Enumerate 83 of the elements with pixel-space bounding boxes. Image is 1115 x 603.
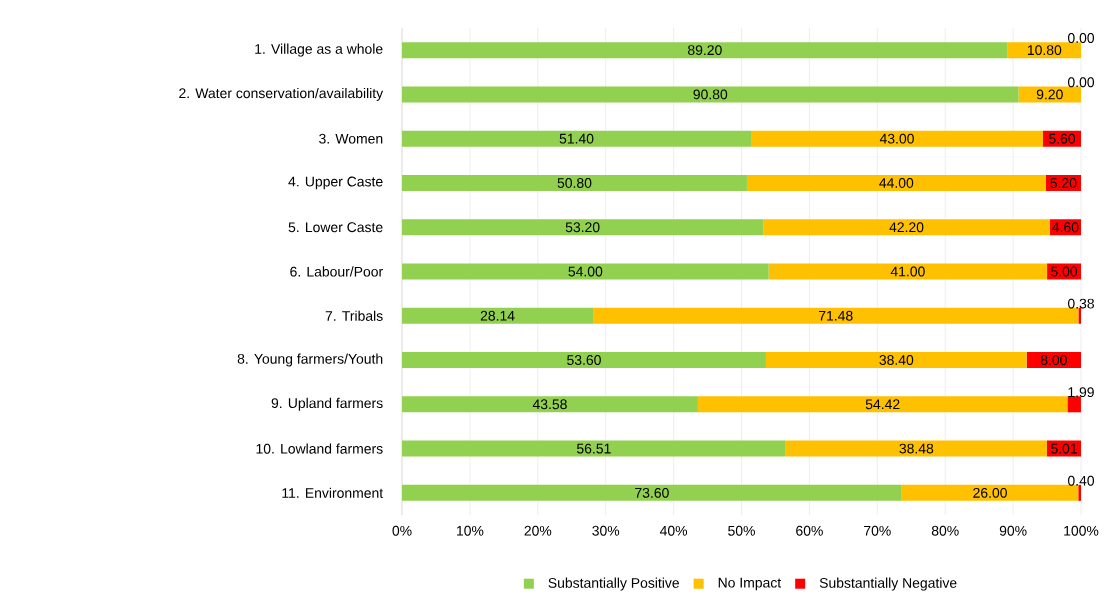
bar — [402, 219, 764, 236]
x-tick-label: 70% — [864, 525, 891, 536]
x-tick-label: 10% — [457, 525, 484, 536]
bar — [751, 130, 1043, 147]
bar — [402, 440, 786, 457]
bar — [1078, 307, 1082, 324]
data-label: 56.51 — [576, 443, 611, 454]
y-tick-label: 2. Water conservation/availability — [179, 87, 384, 101]
data-label: 0.38 — [1067, 298, 1094, 309]
bar — [1018, 86, 1082, 103]
x-tick-label: 30% — [592, 525, 620, 536]
data-label: 90.80 — [693, 89, 728, 100]
data-label: 5.00 — [1051, 266, 1078, 277]
bar — [402, 396, 698, 413]
data-label: 0.00 — [1067, 77, 1095, 88]
y-tick-label: 7. Tribals — [325, 310, 383, 321]
bar — [765, 352, 1027, 369]
bar — [1067, 396, 1081, 413]
bar — [402, 263, 769, 280]
x-tick-label: 60% — [796, 525, 823, 536]
data-label: 38.48 — [899, 443, 934, 454]
legend-label: Substantially Positive — [548, 577, 679, 591]
bar — [402, 307, 594, 324]
bar — [402, 484, 902, 501]
data-label: 43.58 — [532, 399, 567, 410]
data-label: 50.80 — [557, 177, 592, 188]
y-tick-label: 4. Upper Caste — [288, 176, 383, 190]
y-tick-label: 1. Village as a whole — [255, 43, 383, 57]
data-label: 26.00 — [973, 487, 1007, 498]
data-label: 5.20 — [1050, 177, 1077, 188]
y-tick-label: 9. Upland farmers — [271, 397, 383, 411]
bar — [1078, 484, 1082, 501]
y-tick-label: 10. Lowland farmers — [256, 443, 383, 454]
data-label: 5.01 — [1050, 443, 1077, 454]
legend-label: No Impact — [718, 577, 782, 591]
data-label: 5.60 — [1048, 133, 1076, 144]
bar — [763, 219, 1050, 236]
data-label: 53.20 — [565, 222, 600, 233]
y-tick-label: 8. Young farmers/Youth — [237, 353, 383, 367]
y-tick-label: 3. Women — [319, 133, 383, 144]
data-label: 0.40 — [1067, 475, 1095, 486]
legend-label: Substantially Negative — [819, 577, 957, 591]
data-label: 71.48 — [819, 310, 853, 321]
x-tick-label: 100% — [1064, 525, 1099, 536]
data-label: 73.60 — [635, 487, 669, 498]
bar — [402, 86, 1019, 103]
data-label: 44.00 — [879, 177, 914, 188]
y-tick-label: 6. Labour/Poor — [290, 266, 383, 277]
x-tick-label: 80% — [931, 525, 959, 536]
bar — [746, 174, 1046, 191]
x-tick-label: 20% — [524, 525, 552, 536]
bar — [402, 130, 752, 147]
x-tick-label: 50% — [728, 525, 755, 536]
data-label: 51.40 — [559, 133, 594, 144]
x-tick-label: 0% — [392, 525, 412, 536]
bar — [768, 263, 1048, 280]
y-tick-label: 5. Lower Caste — [288, 222, 383, 233]
data-label: 1.99 — [1068, 387, 1094, 398]
data-label: 54.00 — [568, 266, 603, 277]
x-tick-label: 90% — [999, 525, 1027, 536]
data-label: 41.00 — [890, 266, 925, 277]
data-label: 89.20 — [688, 45, 722, 56]
bar — [402, 42, 1008, 59]
bar — [1007, 42, 1082, 59]
bar — [901, 484, 1079, 501]
data-label: 8.00 — [1040, 355, 1067, 365]
data-label: 9.20 — [1036, 89, 1063, 100]
bar — [697, 396, 1068, 413]
data-label: 10.80 — [1027, 45, 1062, 56]
data-label: 4.60 — [1052, 222, 1079, 233]
data-label: 38.40 — [879, 355, 914, 365]
bar — [785, 440, 1047, 457]
bar — [402, 174, 747, 191]
data-label: 54.42 — [865, 399, 900, 410]
data-label: 28.14 — [480, 310, 515, 321]
bar — [593, 307, 1079, 324]
data-label: 42.20 — [889, 222, 924, 233]
bar — [402, 352, 766, 369]
y-tick-label: 11. Environment — [282, 487, 384, 498]
data-label: 0.00 — [1067, 33, 1095, 43]
data-label: 43.00 — [879, 133, 914, 144]
x-tick-label: 40% — [659, 525, 688, 536]
data-label: 53.60 — [567, 355, 601, 365]
